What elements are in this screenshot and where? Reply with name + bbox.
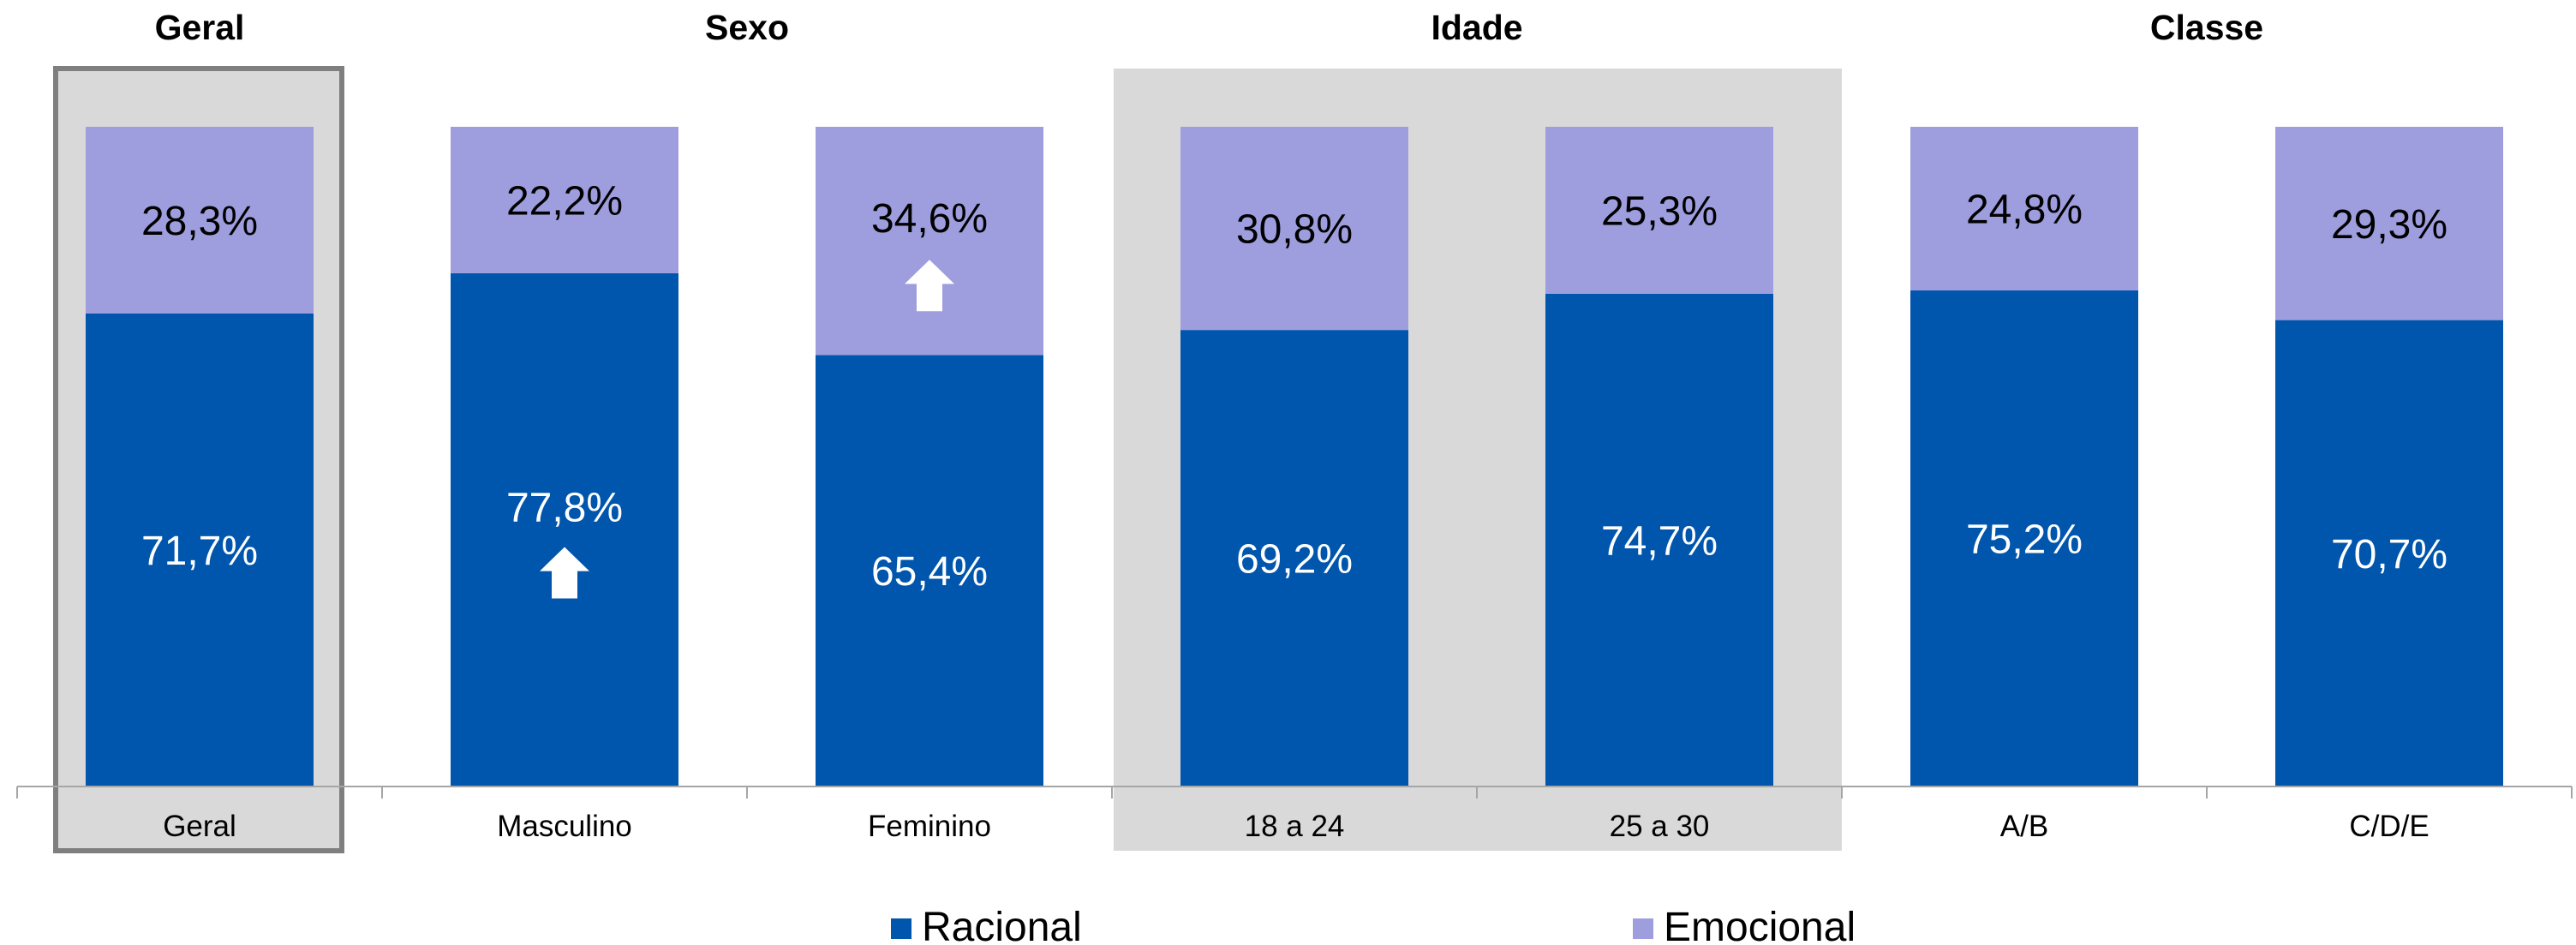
x-tick-label-feminino: Feminino	[868, 810, 991, 843]
bar-emocional-18-a-24	[1180, 127, 1408, 331]
up-arrow-icon	[540, 547, 589, 599]
x-tick-label-c-d-e: C/D/E	[2349, 810, 2429, 843]
legend-label-racional: Racional	[922, 905, 1082, 945]
x-tick-label-25-a-30: 25 a 30	[1610, 810, 1710, 843]
bar-racional-25-a-30	[1545, 293, 1773, 787]
data-label-racional-c-d-e: 70,7%	[2331, 532, 2447, 577]
data-label-emocional-25-a-30: 25,3%	[1601, 188, 1718, 234]
data-label-racional-a-b: 75,2%	[1966, 517, 2083, 562]
data-label-emocional-a-b: 24,8%	[1966, 187, 2083, 232]
data-label-emocional-masculino: 22,2%	[506, 178, 623, 224]
bar-racional-masculino	[451, 272, 678, 787]
group-titles: Geral Sexo Idade Classe	[155, 8, 2264, 47]
up-arrow-icon	[905, 260, 954, 312]
legend-swatch-emocional	[1633, 918, 1653, 939]
data-label-emocional-18-a-24: 30,8%	[1236, 207, 1353, 253]
legend: Racional Emocional	[891, 905, 1856, 945]
data-label-racional-feminino: 65,4%	[871, 549, 988, 595]
bars	[86, 127, 2503, 787]
group-title-geral: Geral	[155, 8, 245, 47]
bar-racional-a-b	[1910, 290, 2138, 787]
data-label-racional-masculino: 77,8%	[506, 485, 623, 530]
legend-swatch-racional	[891, 918, 911, 939]
x-axis: Geral Masculino Feminino 18 a 24 25 a 30 A/B C…	[16, 786, 2573, 843]
bar-emocional-c-d-e	[2275, 127, 2503, 320]
data-label-emocional-feminino: 34,6%	[871, 196, 988, 242]
bar-emocional-geral	[86, 127, 314, 314]
bar-emocional-a-b	[1910, 127, 2138, 290]
group-title-idade: Idade	[1431, 8, 1522, 47]
bar-racional-c-d-e	[2275, 320, 2503, 787]
data-label-emocional-c-d-e: 29,3%	[2331, 202, 2447, 248]
x-tick-label-geral: Geral	[163, 810, 236, 843]
group-title-classe: Classe	[2150, 8, 2263, 47]
x-tick-label-a-b: A/B	[2000, 810, 2048, 843]
bar-emocional-masculino	[451, 127, 678, 273]
legend-label-emocional: Emocional	[1664, 905, 1856, 945]
bar-emocional-feminino	[816, 127, 1043, 356]
data-label-racional-25-a-30: 74,7%	[1601, 518, 1718, 564]
data-label-racional-18-a-24: 69,2%	[1236, 537, 1353, 583]
data-label-emocional-geral: 28,3%	[141, 199, 258, 244]
bar-racional-18-a-24	[1180, 330, 1408, 787]
bar-racional-feminino	[816, 355, 1043, 787]
x-tick-label-masculino: Masculino	[497, 810, 632, 843]
x-tick-label-18-a-24: 18 a 24	[1245, 810, 1345, 843]
data-label-racional-geral: 71,7%	[141, 529, 258, 574]
data-labels: 71,7% 28,3% 77,8% 22,2% 65,4% 34,6% 69,2% 30,8%…	[141, 178, 2447, 599]
bar-racional-geral	[86, 313, 314, 787]
bar-emocional-25-a-30	[1545, 127, 1773, 294]
group-title-sexo: Sexo	[705, 8, 789, 47]
